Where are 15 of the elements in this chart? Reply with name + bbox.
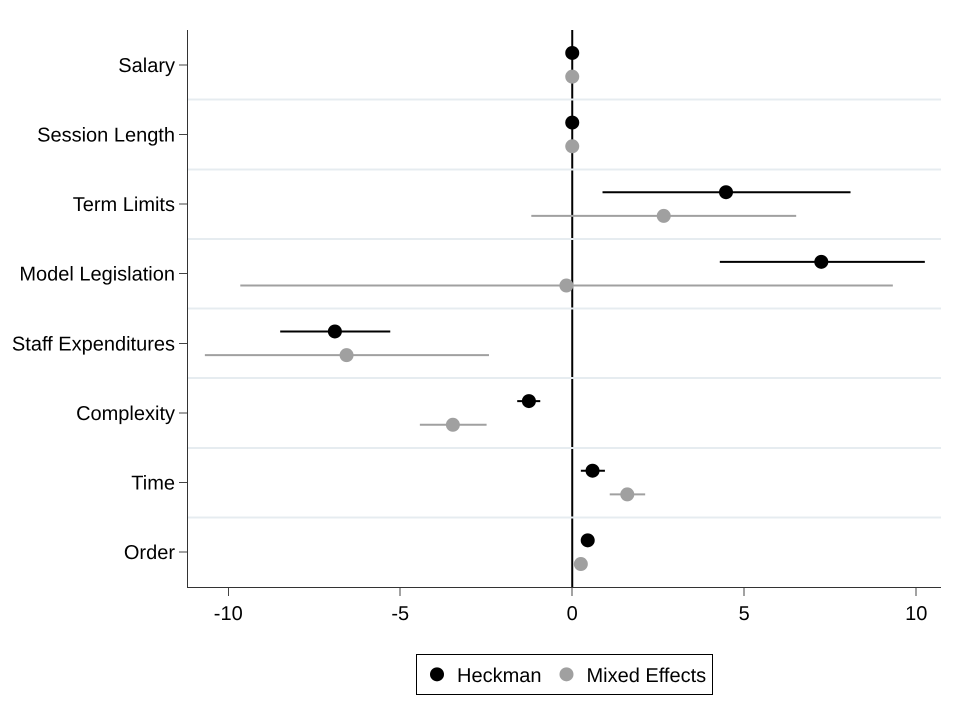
legend-label: Mixed Effects — [586, 665, 706, 688]
y-tick-label: Term Limits — [72, 194, 175, 216]
y-tick-label: Complexity — [76, 402, 175, 425]
y-tick-label: Session Length — [37, 124, 175, 146]
x-tick-label: -10 — [214, 603, 243, 625]
y-tick-label: Order — [124, 542, 176, 564]
legend-label: Heckman — [457, 665, 542, 688]
x-tick-label: 5 — [738, 603, 750, 625]
x-tick-label: -5 — [391, 603, 410, 625]
x-tick-label: 0 — [566, 603, 578, 625]
y-tick-label: Time — [131, 472, 175, 495]
y-tick-label: Salary — [118, 54, 175, 77]
y-tick-label: Staff Expenditures — [12, 333, 175, 356]
x-tick-label: 10 — [905, 603, 928, 625]
y-tick-label: Model Legislation — [19, 264, 175, 286]
